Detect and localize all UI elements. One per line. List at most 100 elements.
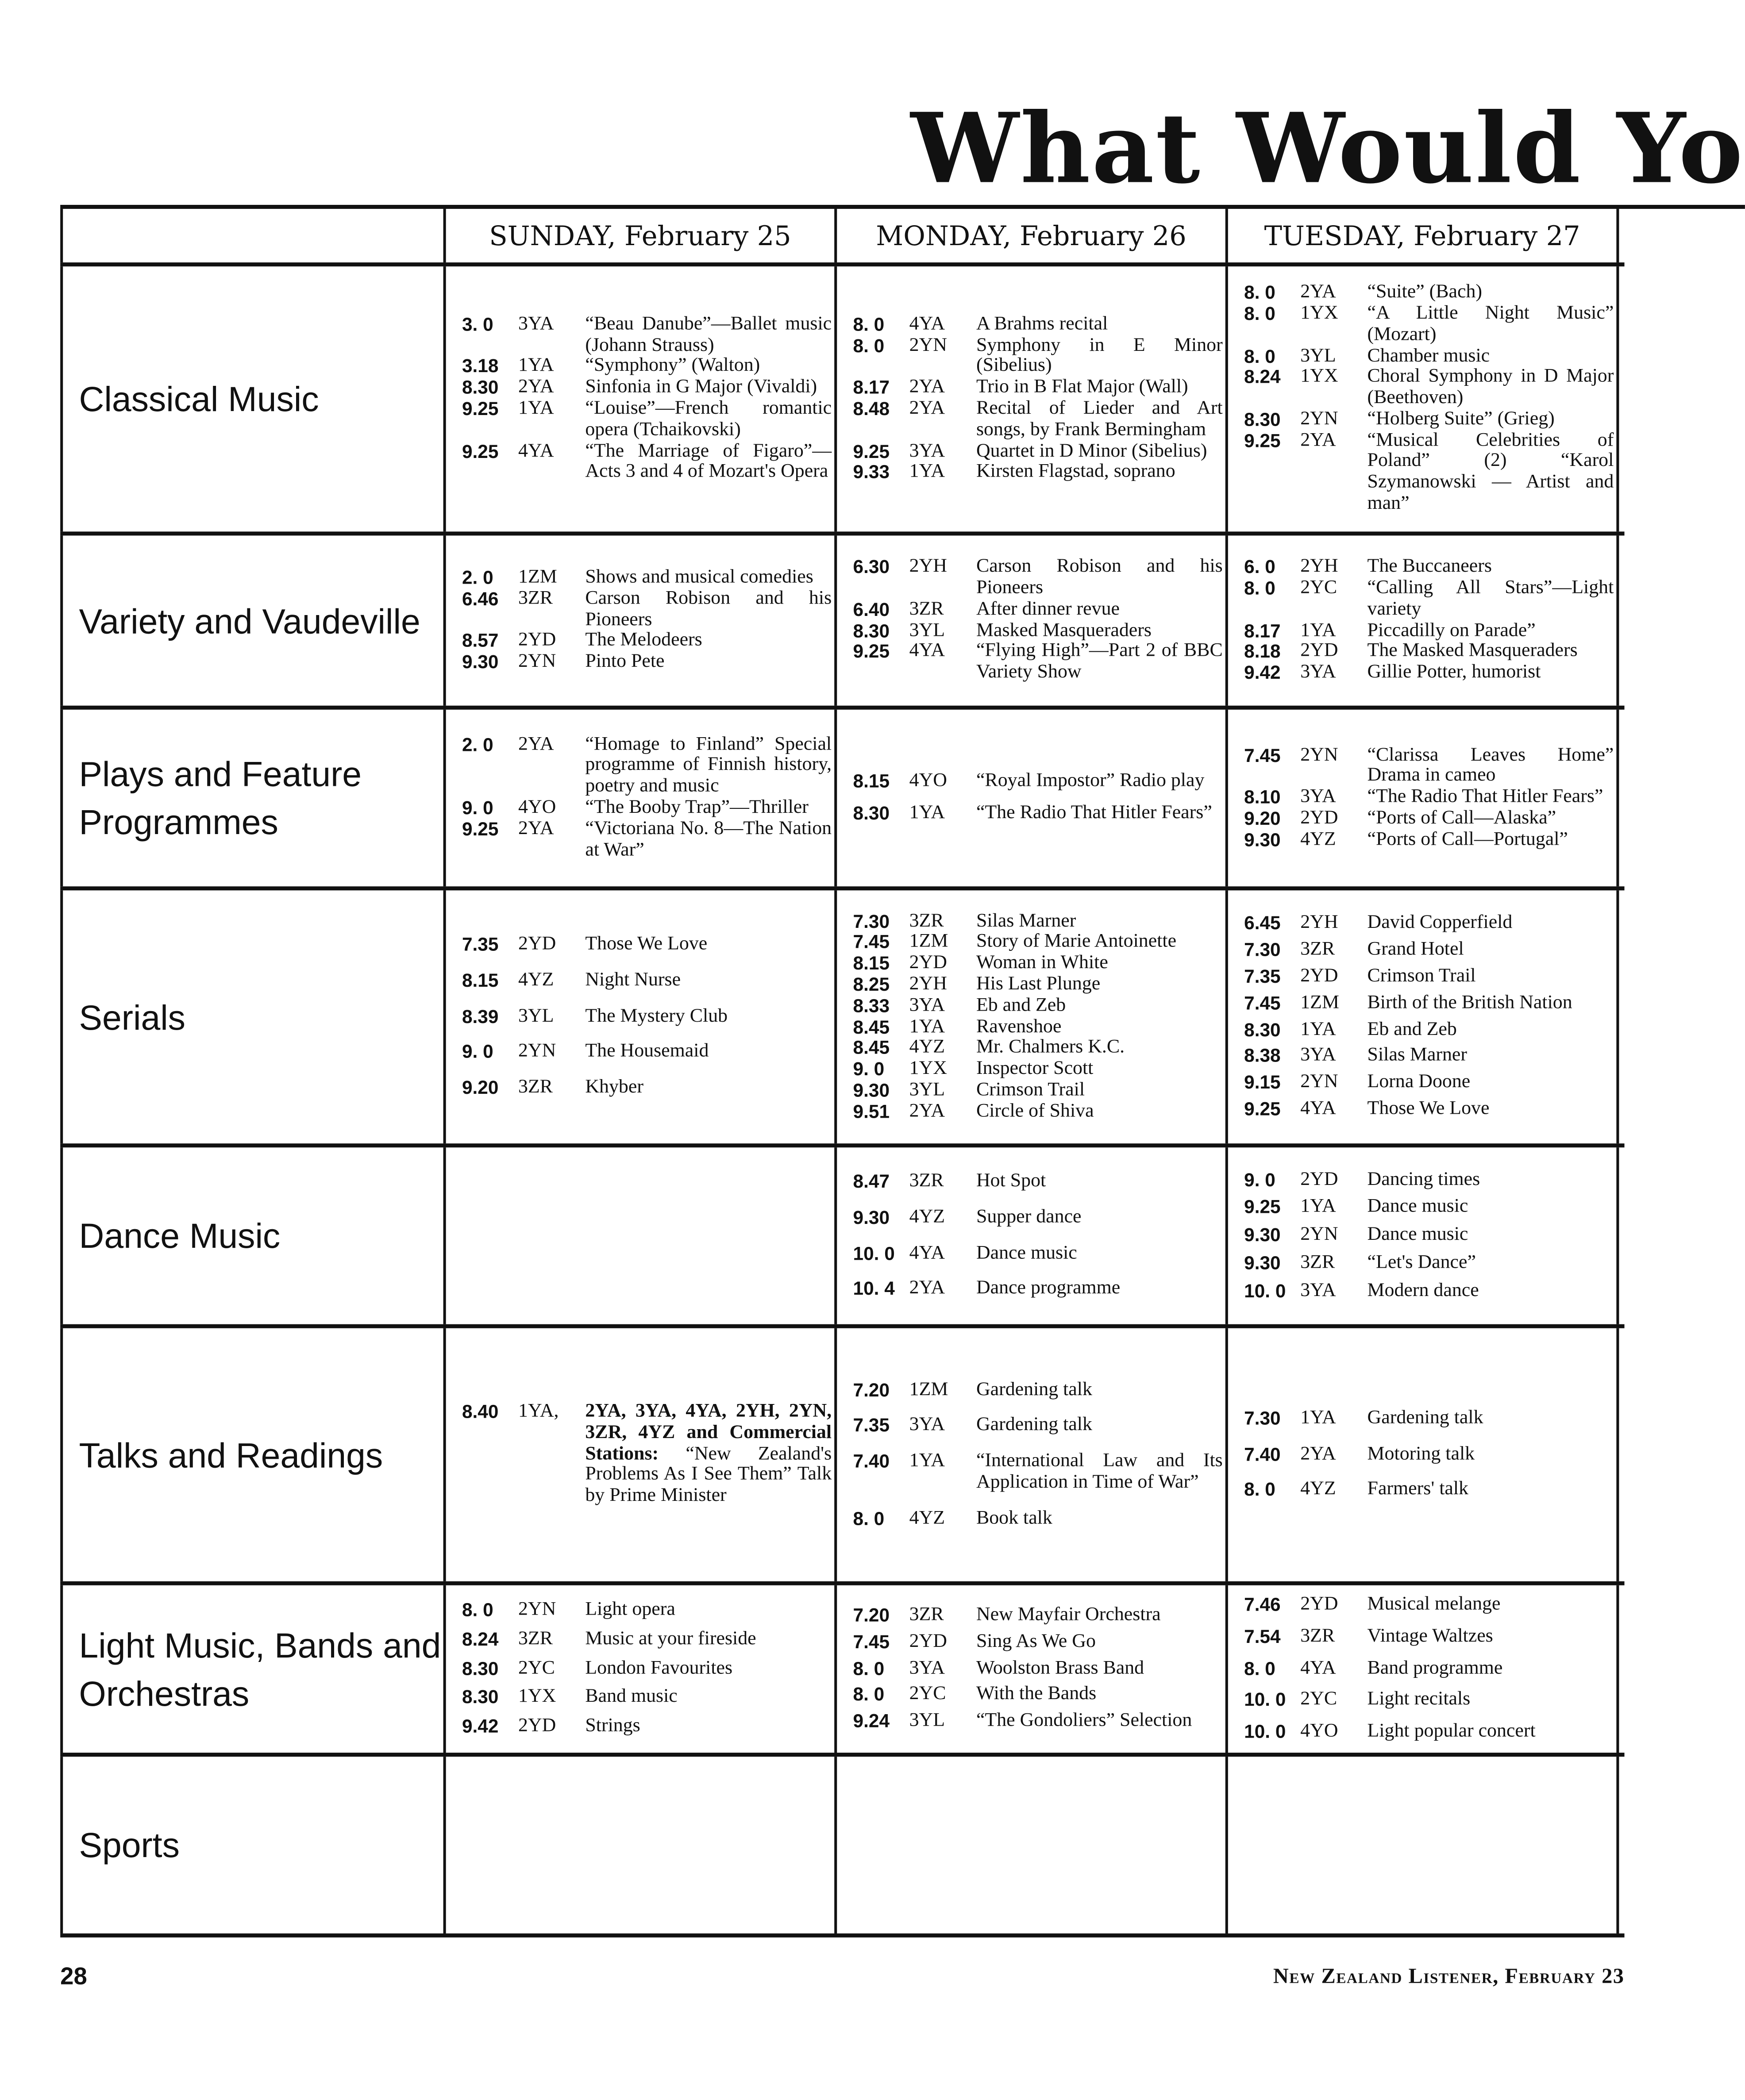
programme-entry: 8.47 3ZR Hot Spot (847, 1170, 1222, 1192)
entry-title: A Brahms recital (976, 313, 1108, 335)
entry-time: 8. 0 (462, 1599, 493, 1620)
entry-time: 8.15 (462, 969, 499, 991)
entry-description: Quartet in D Minor (Sibelius) (976, 440, 1223, 462)
entry-title: Modern dance (1367, 1279, 1479, 1301)
programme-entry: 10. 0 4YO Light popular concert (1239, 1720, 1614, 1743)
entry-description: Light opera (585, 1599, 832, 1621)
entry-description: Masked Masqueraders (976, 619, 1223, 642)
entry-title: Masked Masqueraders (976, 619, 1152, 641)
category-label: Light Music, Bands and Orchestras (60, 1585, 446, 1753)
entry-description: Woman in White (976, 952, 1223, 975)
entry-description: Light popular concert (1367, 1720, 1614, 1743)
entry-description: After dinner revue (976, 598, 1223, 621)
programme-entry: 8.30 1YA Eb and Zeb (1239, 1019, 1614, 1041)
programme-entry: 7.35 2YD Crimson Trail (1239, 965, 1614, 988)
entry-title: Night Nurse (585, 969, 681, 991)
programme-entry: 7.20 3ZR New Mayfair Orchestra (847, 1604, 1223, 1627)
entry-station: 3ZR (518, 587, 553, 609)
entry-description: “The Gondoliers” Selection (976, 1710, 1223, 1733)
programme-entry: 8.24 1YX Choral Symphony in D Major (Beeth… (1239, 365, 1614, 410)
entry-title: With the Bands (976, 1683, 1097, 1705)
entry-description: London Favourites (585, 1657, 832, 1680)
entry-description: Crimson Trail (1367, 965, 1614, 988)
entry-time: 9.42 (1244, 662, 1281, 683)
entry-title: “New Zealand's Problems As I See Them” T… (585, 1442, 832, 1507)
programme-entry: 8. 0 4YZ Book talk (847, 1508, 1222, 1530)
programme-entry: 9.33 1YA Kirsten Flagstad, soprano (847, 461, 1222, 484)
entry-time: 9.30 (853, 1079, 890, 1101)
entry-title: Symphony in E Minor (Sibelius) (976, 334, 1223, 377)
entry-title: Trio in B Flat Major (Wall) (976, 376, 1188, 398)
entry-time: 9.25 (462, 818, 499, 839)
entry-title: Dance music (976, 1242, 1077, 1264)
entry-station: 3YA (909, 1414, 945, 1436)
programme-entry: 7.30 3ZR Silas Marner (847, 910, 1222, 932)
day-cell: 7.46 2YD Musical melange 7.54 3ZR Vintage Wal… (1228, 1585, 1619, 1753)
entry-description: Vintage Waltzes (1367, 1625, 1614, 1648)
entry-station: 2YA (909, 376, 945, 398)
entry-title: Light opera (585, 1599, 675, 1620)
entry-time: 8. 0 (853, 313, 885, 335)
entry-description: “The Radio That Hitler Fears” (976, 802, 1223, 825)
entry-title: Carson Robison and his Pioneers (585, 587, 832, 631)
programme-entry: 8. 0 3YA Woolston Brass Band (847, 1657, 1222, 1680)
page-number: 28 (60, 1963, 87, 1990)
entry-description: Shows and musical comedies (585, 566, 832, 589)
entry-time: 9.20 (1244, 807, 1281, 829)
programme-entry: 9.25 2YA “Victoriana No. 8—The Nation at W… (457, 818, 832, 862)
day-cell (837, 1757, 1228, 1934)
entry-title: Lorna Doone (1367, 1071, 1471, 1093)
day-cell: 7.35 2YD Those We Love 8.15 4YZ Night Nurse 8.… (446, 890, 837, 1144)
entry-title: “Royal Impostor” Radio play (976, 770, 1205, 792)
entry-title: “Ports of Call—Alaska” (1367, 807, 1556, 829)
entry-time: 8. 0 (853, 1657, 885, 1679)
entry-time: 8.18 (1244, 640, 1281, 662)
programme-entry: 7.46 2YD Musical melange (1239, 1593, 1614, 1616)
entry-station: 2YN (1300, 408, 1338, 430)
programme-entry: 9.25 2YA “Musical Celebrities of Poland” (… (1239, 430, 1614, 515)
entry-station: 1YX (1300, 302, 1338, 324)
day-cell: 7.30 1YA Gardening talk 7.40 2YA Motoring tal… (1228, 1328, 1619, 1581)
entry-title: Light popular concert (1367, 1720, 1536, 1742)
entry-title: Gardening talk (1367, 1407, 1483, 1429)
programme-entry: 8. 0 2YC With the Bands (847, 1683, 1222, 1706)
programme-entry: 9.25 1YA Dance music (1239, 1196, 1614, 1219)
programme-entry: 9.30 4YZ Supper dance (847, 1206, 1222, 1229)
entry-time: 8. 0 (1244, 577, 1275, 599)
entry-time: 7.45 (1244, 743, 1281, 765)
programme-entry: 9.25 4YA Those We Love (1239, 1098, 1614, 1120)
programme-entry: 8.45 1YA Ravenshoe (847, 1016, 1222, 1038)
entry-station: 4YZ (1300, 1478, 1336, 1500)
entry-title: Piccadilly on Parade” (1367, 619, 1536, 641)
entry-time: 8.40 (462, 1400, 499, 1422)
entry-station: 2YN (518, 651, 556, 673)
entry-description: New Mayfair Orchestra (976, 1604, 1223, 1627)
entry-station: 2YA (518, 376, 554, 398)
day-cell (1228, 1757, 1619, 1934)
entry-title: Gillie Potter, humorist (1367, 662, 1541, 683)
entry-description: “Louise”—French romantic opera (Tchaikov… (585, 398, 832, 442)
entry-station: 1ZM (909, 931, 948, 953)
entry-title: “A Little Night Music” (Mozart) (1367, 302, 1614, 345)
day-cell: 6. 0 2YH The Buccaneers 8. 0 2YC “Calling All… (1228, 535, 1619, 706)
entry-time: 6.30 (853, 556, 890, 577)
category-label: Classical Music (60, 266, 446, 532)
entry-title: Vintage Waltzes (1367, 1625, 1493, 1647)
programme-entry: 9.20 2YD “Ports of Call—Alaska” (1239, 808, 1614, 830)
entry-time: 7.54 (1244, 1625, 1281, 1647)
entry-title: “The Radio That Hitler Fears” (1367, 786, 1603, 808)
entry-time: 8. 0 (853, 1683, 885, 1705)
entry-station: 1YX (1300, 365, 1338, 388)
category-row: Talks and Readings 8.40 1YA, 2YA, 3YA, 4YA,… (60, 1328, 1625, 1585)
entry-title: Dance music (1367, 1224, 1468, 1246)
programme-entry: 8.33 3YA Eb and Zeb (847, 995, 1222, 1017)
entry-time: 9.30 (1244, 828, 1281, 850)
programme-entry: 8.25 2YH His Last Plunge (847, 973, 1222, 996)
entry-title: His Last Plunge (976, 973, 1101, 995)
entry-description: “Ports of Call—Portugal” (1367, 828, 1614, 851)
day-cell: 8. 0 2YA “Suite” (Bach) 8. 0 1YX “A Little Ni… (1228, 266, 1619, 532)
entry-title: Dancing times (1367, 1168, 1480, 1190)
entry-title: Silas Marner (976, 910, 1076, 931)
entry-description: “Beau Danube”—Ballet music (Johann Strau… (585, 313, 832, 357)
